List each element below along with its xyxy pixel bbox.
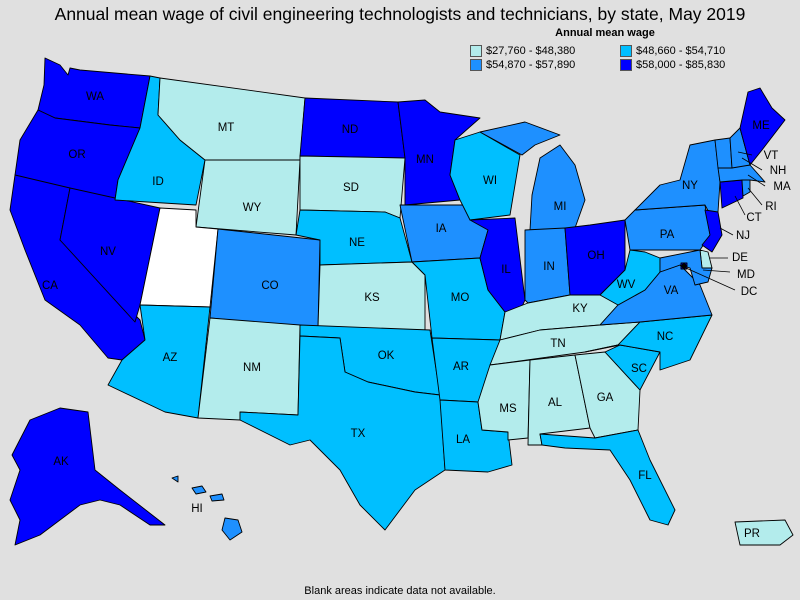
label-mn: MN: [416, 154, 434, 166]
state-pa[interactable]: [624, 204, 711, 251]
label-md: MD: [737, 269, 755, 281]
label-tn: TN: [550, 338, 565, 350]
label-ak: AK: [53, 456, 69, 468]
label-tx: TX: [351, 428, 366, 440]
legend-label: $48,660 - $54,710: [636, 45, 726, 57]
label-de: DE: [732, 252, 748, 264]
label-ks: KS: [364, 292, 380, 304]
label-nd: ND: [342, 124, 359, 136]
legend-label: $27,760 - $48,380: [486, 45, 576, 57]
state-nj[interactable]: [701, 209, 723, 253]
legend-swatch: [620, 45, 632, 57]
label-dc: DC: [741, 286, 758, 298]
state-az[interactable]: [107, 304, 211, 419]
legend-title: Annual mean wage: [555, 27, 655, 39]
state-hi[interactable]: [171, 475, 243, 541]
label-ct: CT: [746, 212, 761, 224]
state-wy[interactable]: [195, 159, 301, 236]
legend-item: $58,000 - $85,830: [620, 59, 760, 71]
label-il: IL: [501, 264, 511, 276]
legend-swatch: [470, 59, 482, 71]
state-pr[interactable]: [734, 519, 794, 546]
label-ok: OK: [378, 350, 395, 362]
label-or: OR: [68, 149, 85, 161]
state-co[interactable]: [209, 228, 321, 329]
dc-marker: [681, 263, 687, 269]
state-ks[interactable]: [317, 261, 426, 331]
label-la: LA: [456, 434, 470, 446]
label-vt: VT: [764, 150, 779, 162]
footnote: Blank areas indicate data not available.: [304, 585, 496, 597]
label-ky: KY: [572, 303, 588, 315]
state-me[interactable]: [739, 87, 786, 166]
legend: Annual mean wage $27,760 - $48,380 $48,6…: [470, 27, 760, 71]
label-ma: MA: [773, 181, 791, 193]
state-fl[interactable]: [539, 429, 676, 526]
label-al: AL: [548, 397, 563, 409]
label-oh: OH: [587, 250, 604, 262]
label-ne: NE: [349, 237, 365, 249]
label-id: ID: [152, 176, 164, 188]
state-nv[interactable]: [59, 187, 161, 323]
legend-item: $48,660 - $54,710: [620, 45, 760, 57]
label-wv: WV: [617, 279, 636, 291]
label-pa: PA: [660, 229, 675, 241]
label-co: CO: [261, 280, 278, 292]
label-az: AZ: [163, 352, 178, 364]
state-ny[interactable]: [634, 139, 721, 219]
label-ar: AR: [453, 361, 469, 373]
label-pr: PR: [744, 528, 760, 540]
label-mi: MI: [554, 201, 567, 213]
label-mt: MT: [218, 122, 235, 134]
state-ak[interactable]: [9, 407, 166, 546]
label-wy: WY: [243, 202, 262, 214]
state-mi[interactable]: [479, 121, 586, 231]
label-mo: MO: [451, 292, 470, 304]
legend-swatch: [470, 45, 482, 57]
legend-item: $27,760 - $48,380: [470, 45, 620, 57]
label-callouts: [685, 151, 766, 291]
label-ri: RI: [765, 201, 777, 213]
label-ca: CA: [42, 280, 58, 292]
label-nv: NV: [100, 246, 116, 258]
label-nh: NH: [770, 165, 787, 177]
label-fl: FL: [638, 470, 652, 482]
legend-label: $54,870 - $57,890: [486, 59, 576, 71]
state-vt[interactable]: [714, 137, 733, 169]
label-ms: MS: [499, 403, 517, 415]
label-in: IN: [543, 261, 555, 273]
label-nc: NC: [657, 331, 674, 343]
label-nm: NM: [243, 362, 261, 374]
legend-item: $54,870 - $57,890: [470, 59, 620, 71]
state-tx[interactable]: [239, 335, 446, 531]
label-nj: NJ: [736, 230, 750, 242]
page-title: Annual mean wage of civil engineering te…: [54, 4, 746, 24]
legend-swatch: [620, 59, 632, 71]
label-ia: IA: [436, 223, 447, 235]
label-sc: SC: [631, 363, 647, 375]
label-wi: WI: [483, 175, 497, 187]
label-sd: SD: [343, 182, 359, 194]
label-me: ME: [752, 120, 770, 132]
state-ri[interactable]: [741, 179, 751, 197]
label-va: VA: [664, 285, 679, 297]
legend-label: $58,000 - $85,830: [636, 59, 726, 71]
state-nc[interactable]: [584, 314, 713, 371]
label-ga: GA: [597, 392, 614, 404]
label-wa: WA: [86, 91, 104, 103]
state-labels: WA OR CA NV ID MT WY AZ CO NM ND SD NE K…: [42, 91, 791, 540]
label-hi: HI: [191, 503, 203, 515]
state-md[interactable]: [659, 249, 713, 286]
label-ny: NY: [682, 180, 698, 192]
